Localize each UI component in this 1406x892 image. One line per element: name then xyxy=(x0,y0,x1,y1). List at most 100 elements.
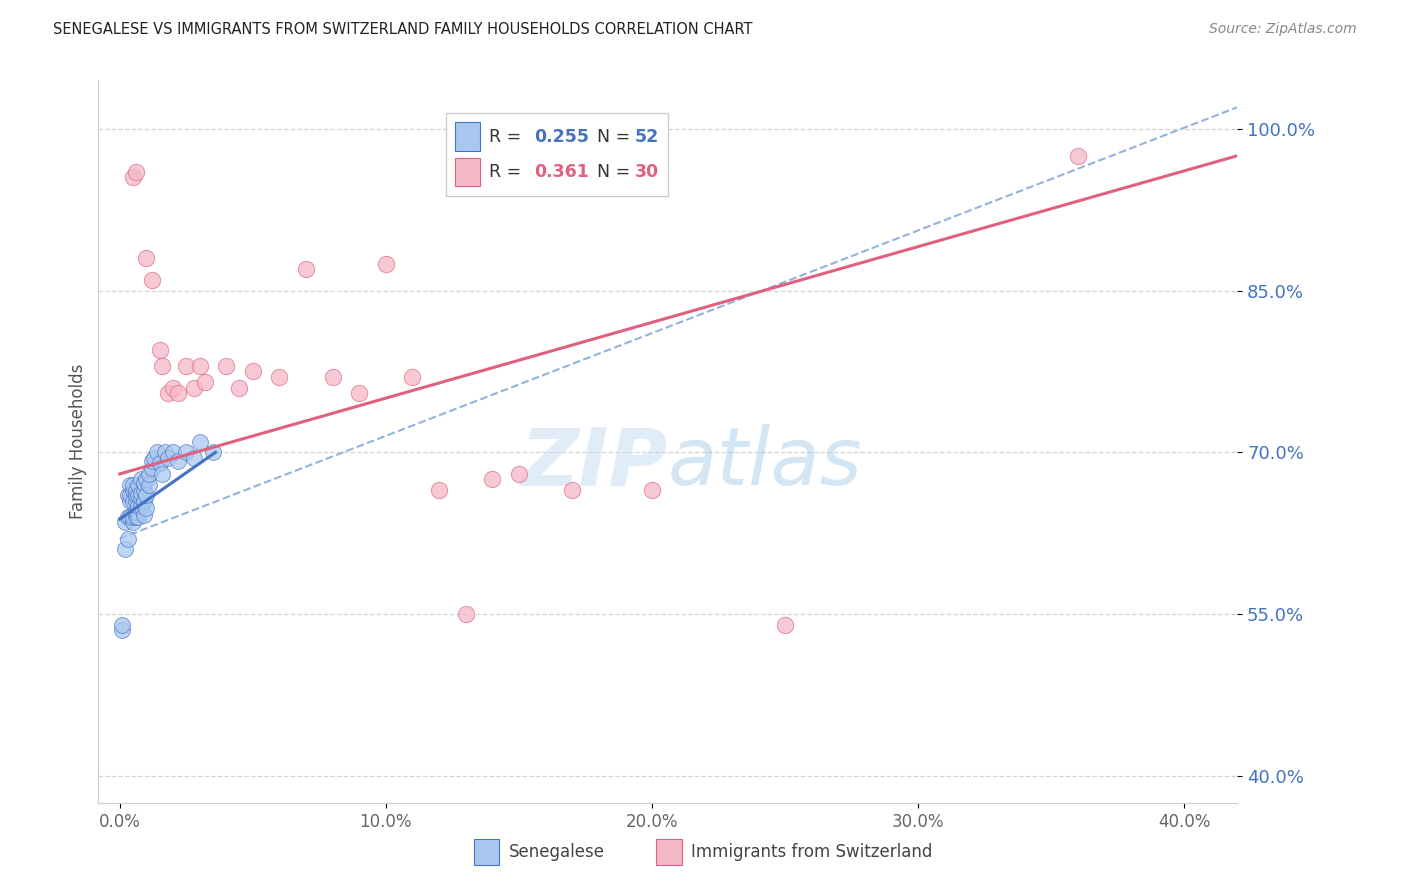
Point xyxy=(124,505,146,519)
Point xyxy=(122,510,145,524)
Point xyxy=(347,386,370,401)
Point xyxy=(120,493,142,508)
FancyBboxPatch shape xyxy=(456,122,479,151)
Point xyxy=(129,472,152,486)
Point xyxy=(117,510,139,524)
Text: R =: R = xyxy=(489,128,527,145)
Point xyxy=(156,450,179,465)
Point xyxy=(124,488,146,502)
Point xyxy=(150,467,173,481)
Point xyxy=(773,618,796,632)
Point xyxy=(127,488,149,502)
Point xyxy=(1066,149,1088,163)
Point xyxy=(141,454,163,468)
Text: N =: N = xyxy=(586,128,636,145)
Point xyxy=(146,445,169,459)
Point xyxy=(124,510,146,524)
Point xyxy=(127,510,149,524)
Point xyxy=(269,369,291,384)
Text: 0.361: 0.361 xyxy=(534,163,589,181)
Point xyxy=(162,381,184,395)
Point xyxy=(188,359,211,373)
Point xyxy=(129,500,152,514)
Point xyxy=(194,376,217,390)
Point xyxy=(153,445,176,459)
Point xyxy=(135,501,157,516)
Point xyxy=(188,434,211,449)
Point xyxy=(117,488,139,502)
Text: Source: ZipAtlas.com: Source: ZipAtlas.com xyxy=(1209,22,1357,37)
Text: N =: N = xyxy=(586,163,636,181)
Point xyxy=(641,483,664,497)
Point xyxy=(111,618,134,632)
Point xyxy=(120,477,142,491)
Point xyxy=(124,493,146,508)
Point xyxy=(454,607,477,621)
Point xyxy=(174,359,197,373)
Point xyxy=(201,445,224,459)
Text: SENEGALESE VS IMMIGRANTS FROM SWITZERLAND FAMILY HOUSEHOLDS CORRELATION CHART: SENEGALESE VS IMMIGRANTS FROM SWITZERLAN… xyxy=(53,22,754,37)
Point xyxy=(122,516,145,530)
Point xyxy=(156,386,179,401)
Point xyxy=(167,454,190,468)
Point xyxy=(120,510,142,524)
Point xyxy=(132,493,155,508)
FancyBboxPatch shape xyxy=(474,838,499,865)
Point xyxy=(122,477,145,491)
Point xyxy=(401,369,423,384)
Point xyxy=(481,472,503,486)
Point xyxy=(117,532,139,546)
Text: R =: R = xyxy=(489,163,527,181)
Point xyxy=(127,477,149,491)
Point xyxy=(228,381,250,395)
Point xyxy=(427,483,450,497)
Y-axis label: Family Households: Family Households xyxy=(69,364,87,519)
Point xyxy=(122,170,145,185)
FancyBboxPatch shape xyxy=(446,112,668,196)
Point xyxy=(141,461,163,475)
Point xyxy=(183,381,205,395)
Point xyxy=(132,508,155,522)
Point xyxy=(374,257,396,271)
Point xyxy=(122,483,145,497)
Point xyxy=(124,483,146,497)
Point xyxy=(215,359,238,373)
Text: ZIP: ZIP xyxy=(520,425,668,502)
Point xyxy=(508,467,530,481)
Point xyxy=(135,251,157,265)
Point xyxy=(143,450,166,465)
Text: 52: 52 xyxy=(636,128,659,145)
Point xyxy=(167,386,190,401)
Point xyxy=(242,364,264,378)
Text: 0.255: 0.255 xyxy=(534,128,589,145)
Point xyxy=(561,483,583,497)
Point xyxy=(138,467,160,481)
Point xyxy=(322,369,344,384)
Point xyxy=(129,491,152,505)
Point xyxy=(295,262,318,277)
Point xyxy=(127,500,149,514)
Point xyxy=(111,624,134,638)
Point xyxy=(138,477,160,491)
Point xyxy=(122,493,145,508)
Point xyxy=(114,542,136,557)
Point xyxy=(124,165,146,179)
Text: Senegalese: Senegalese xyxy=(509,843,605,861)
Point xyxy=(150,359,173,373)
Point xyxy=(132,475,155,490)
Point xyxy=(149,456,172,470)
Text: atlas: atlas xyxy=(668,425,863,502)
Text: 30: 30 xyxy=(636,163,659,181)
Point xyxy=(149,343,172,357)
Point xyxy=(183,450,205,465)
Text: Immigrants from Switzerland: Immigrants from Switzerland xyxy=(690,843,932,861)
Point xyxy=(162,445,184,459)
Point xyxy=(135,488,157,502)
Point xyxy=(120,488,142,502)
Point xyxy=(135,472,157,486)
FancyBboxPatch shape xyxy=(657,838,682,865)
Point xyxy=(141,273,163,287)
Point xyxy=(132,484,155,499)
FancyBboxPatch shape xyxy=(456,158,479,186)
Point xyxy=(114,516,136,530)
